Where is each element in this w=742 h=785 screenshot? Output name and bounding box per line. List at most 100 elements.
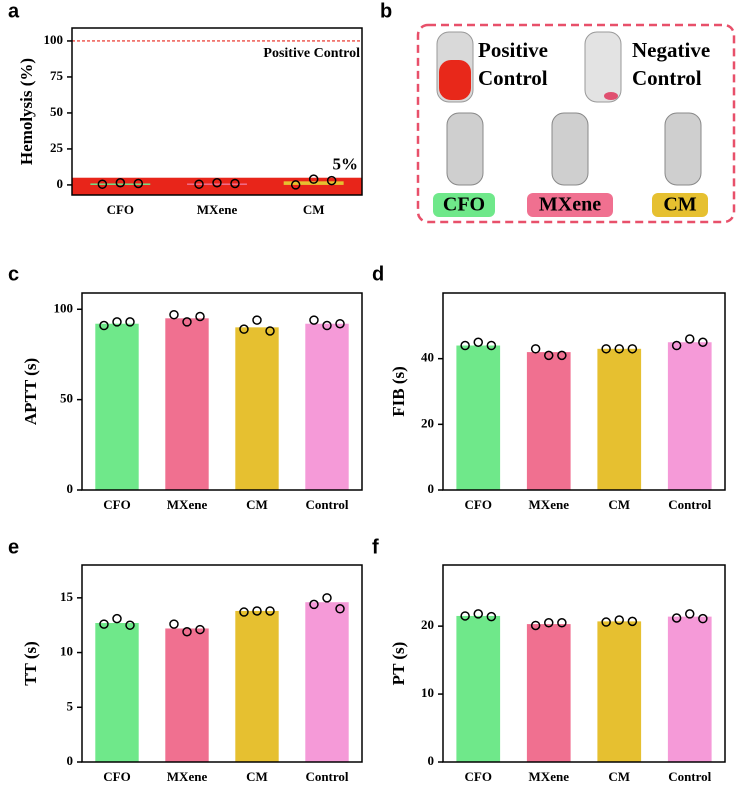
photo-text: Control [632,66,702,90]
x-tick-label: MXene [167,769,208,784]
data-point [182,317,192,327]
axes-frame [442,564,726,763]
panel-label: d [372,263,384,285]
y-tick-label: 15 [60,589,74,604]
data-point [335,604,345,614]
x-tick-label: MXene [197,202,238,217]
data-point [671,340,682,351]
y-axis-label: Hemolysis (%) [17,58,36,165]
photo-frame [416,23,736,224]
x-tick-label: Control [668,497,711,512]
bar [95,323,139,490]
x-tick-label: CM [246,769,268,784]
y-axis-label: APTT (s) [21,358,40,425]
label-bg [652,193,708,217]
data-point [115,178,126,188]
data-point [601,344,611,354]
x-tick-label: Control [305,497,348,512]
data-point [685,334,695,344]
x-tick-label: Control [668,769,711,784]
data-point [698,613,708,624]
data-point [99,619,109,629]
bar [456,345,501,490]
data-point [308,174,319,184]
x-tick-label: CFO [103,769,130,784]
bar [305,323,349,490]
data-point [557,350,567,361]
data-point [544,350,554,361]
y-tick-label: 0 [67,481,74,496]
panel: f PT (s) 0 10 20 CFO MXene CM Control [372,536,726,784]
y-tick-label: 5 [67,698,74,713]
y-tick-label: 100 [44,32,64,47]
x-tick-label: MXene [167,497,208,512]
x-tick-label: CM [608,769,630,784]
panel-label: c [8,263,19,285]
bar [95,623,139,762]
data-point [239,324,249,334]
data-point [99,320,109,331]
y-tick-label: 20 [421,617,434,632]
y-tick-label: 25 [50,140,64,155]
data-point [112,317,122,327]
x-tick-label: CFO [465,769,492,784]
bar [597,621,642,762]
y-tick-label: 50 [50,104,63,119]
axes-frame [81,564,363,763]
data-point [194,179,204,189]
data-point [530,344,541,354]
bar [667,342,712,490]
y-axis-label: PT (s) [389,642,408,686]
bar [456,615,501,762]
x-tick-label: Control [305,769,348,784]
bar [235,327,279,490]
data-point [309,599,319,610]
bar [90,183,151,185]
panel-label: e [8,536,19,558]
photo-text: CM [663,194,696,216]
axes-frame [81,292,363,491]
data-point [335,318,345,329]
panel: e TT (s) 0 5 10 15 CFO MXene CM Control [8,536,363,784]
y-tick-label: 75 [50,68,64,83]
panel-b: b Positive Control Negative Control CFO … [380,0,736,224]
photo-text: MXene [539,194,601,216]
bar [235,610,279,762]
data-point [212,178,222,188]
data-point [473,609,483,619]
y-tick-label: 0 [67,753,74,768]
photo-text: Positive [478,38,548,62]
data-point [685,609,695,619]
tube [584,31,622,103]
data-point [614,615,624,625]
data-point [125,620,135,630]
data-point [460,340,470,351]
data-point [671,613,682,623]
x-tick-label: CFO [103,497,130,512]
y-tick-label: 10 [60,644,73,659]
panel: c APTT (s) 0 50 100 CFO MXene CM Control [8,263,363,512]
x-tick-label: MXene [529,497,570,512]
bar [526,624,571,762]
data-point [195,624,205,635]
data-point [195,311,205,322]
data-point [290,180,301,190]
x-tick-label: CM [303,202,325,217]
x-tick-label: CFO [107,202,134,217]
x-tick-label: CFO [465,497,492,512]
y-axis-label: TT (s) [21,641,40,686]
data-point [252,606,262,616]
bar [597,348,642,490]
tube [446,112,484,186]
data-point [252,315,262,325]
panel-label: b [380,0,392,22]
data-point [125,317,135,327]
panel: a Hemolysis (%) 5% Positive Control 0 25 50 75 1… [8,0,363,217]
y-tick-label: 100 [54,300,74,315]
data-point [169,619,179,629]
data-point [614,344,624,354]
y-tick-label: 0 [57,176,64,191]
bar [165,628,209,762]
label-bg [527,193,613,217]
